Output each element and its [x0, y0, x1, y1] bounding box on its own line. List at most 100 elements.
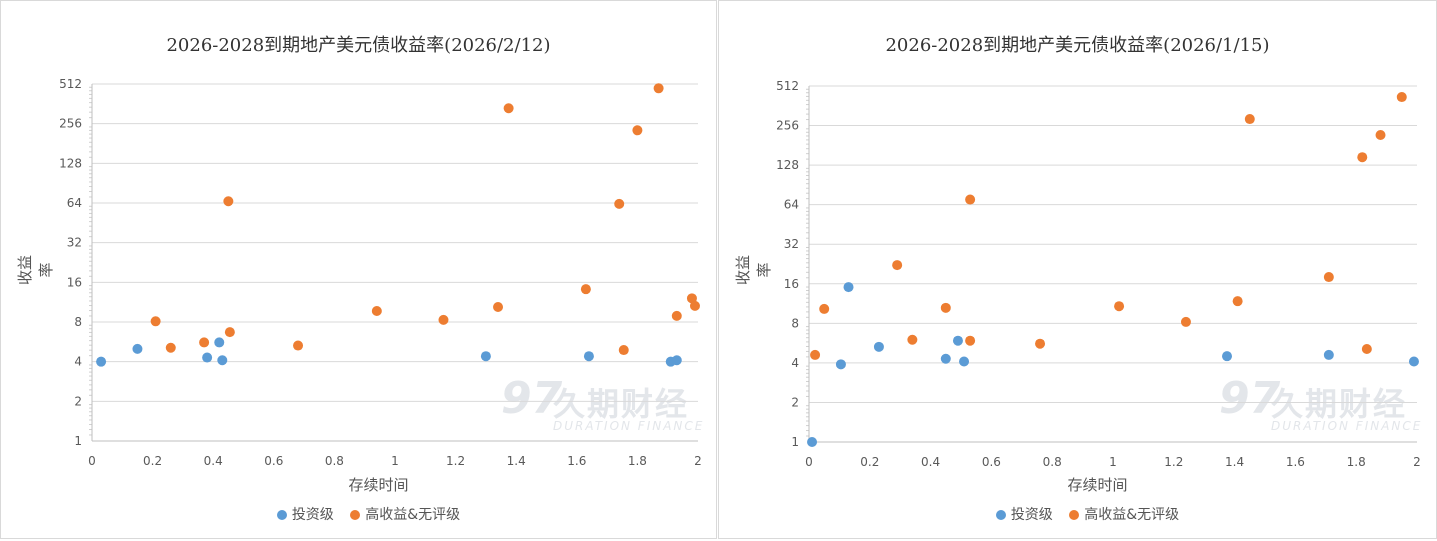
y-tick-label: 4	[791, 356, 799, 370]
y-tick-label: 32	[784, 237, 799, 251]
data-point-investment-grade	[217, 355, 228, 366]
y-tick-label: 16	[67, 275, 82, 289]
y-tick-label: 32	[67, 236, 82, 250]
data-point-high-yield	[892, 260, 903, 271]
data-point-investment-grade	[952, 335, 963, 346]
x-tick-label: 0.8	[325, 454, 344, 468]
x-tick-label: 1.4	[1225, 455, 1244, 469]
data-point-investment-grade	[202, 352, 213, 363]
data-point-high-yield	[1035, 338, 1046, 349]
data-point-investment-grade	[835, 359, 846, 370]
data-point-high-yield	[1323, 272, 1334, 283]
x-tick-label: 1.6	[1286, 455, 1305, 469]
y-tick-label: 8	[74, 315, 82, 329]
data-point-high-yield	[819, 303, 830, 314]
data-point-high-yield	[1361, 344, 1372, 355]
data-point-investment-grade	[873, 341, 884, 352]
chart-title: 2026-2028到期地产美元债收益率(2026/2/12)	[166, 35, 551, 56]
y-tick-label: 512	[59, 77, 82, 91]
data-point-high-yield	[371, 305, 382, 316]
legend-marker	[350, 510, 361, 520]
data-point-investment-grade	[480, 351, 491, 362]
y-tick-label: 2	[791, 395, 799, 409]
data-point-high-yield	[438, 314, 449, 325]
data-point-high-yield	[1244, 114, 1255, 125]
data-point-high-yield	[1114, 301, 1125, 312]
data-point-high-yield	[1232, 296, 1243, 307]
y-tick-label: 2	[74, 394, 82, 408]
data-point-high-yield	[150, 316, 161, 327]
x-tick-label: 1	[1109, 455, 1117, 469]
y-tick-label: 1	[791, 435, 799, 449]
legend: 投资级 高收益&无评级	[719, 504, 1436, 524]
data-point-high-yield	[940, 302, 951, 313]
x-tick-label: 0.4	[921, 455, 940, 469]
y-tick-label: 512	[776, 79, 799, 93]
data-point-high-yield	[293, 340, 304, 351]
data-point-high-yield	[1180, 316, 1191, 327]
legend-label: 投资级	[1010, 507, 1053, 523]
data-point-high-yield	[632, 125, 643, 136]
data-point-investment-grade	[671, 355, 682, 366]
legend-marker	[1069, 510, 1080, 520]
x-tick-label: 0	[805, 455, 813, 469]
data-point-high-yield	[1357, 152, 1368, 163]
y-axis-label: 收益率	[734, 255, 773, 286]
data-point-high-yield	[1396, 92, 1407, 103]
x-tick-label: 0.2	[143, 454, 162, 468]
legend-label: 高收益&无评级	[1084, 507, 1180, 523]
data-point-high-yield	[224, 327, 235, 338]
data-point-high-yield	[165, 342, 176, 353]
data-point-high-yield	[965, 194, 976, 205]
x-tick-label: 1.6	[567, 454, 586, 468]
data-point-high-yield	[493, 301, 504, 312]
data-point-investment-grade	[214, 337, 225, 348]
x-tick-label: 0.6	[264, 454, 283, 468]
legend-marker	[276, 510, 287, 520]
data-point-high-yield	[671, 310, 682, 321]
x-tick-label: 1.8	[1347, 455, 1366, 469]
y-tick-label: 16	[784, 277, 799, 291]
data-point-high-yield	[686, 293, 697, 304]
x-tick-label: 2	[694, 454, 702, 468]
data-point-investment-grade	[583, 351, 594, 362]
y-tick-label: 64	[67, 196, 82, 210]
scatter-plot: 1 2 4 8 16 32 64 128 256 512 0 0.2 0.4 0.6 0.8 1 1.2 1.4 1…	[59, 77, 702, 468]
data-point-investment-grade	[96, 356, 107, 367]
legend-label: 高收益&无评级	[365, 507, 461, 523]
x-tick-label: 1.4	[507, 454, 526, 468]
y-axis-label: 收益率	[16, 255, 55, 286]
x-axis-label: 存续时间	[348, 476, 409, 494]
x-tick-label: 0	[88, 454, 96, 468]
x-tick-label: 0.4	[204, 454, 223, 468]
data-point-investment-grade	[843, 282, 854, 293]
data-point-investment-grade	[132, 343, 143, 354]
x-tick-label: 1	[391, 454, 399, 468]
data-point-investment-grade	[807, 437, 818, 447]
y-tick-label: 8	[791, 316, 799, 330]
legend-marker	[995, 510, 1006, 520]
data-point-high-yield	[618, 345, 629, 356]
chart-panel-jan: 2026-2028到期地产美元债收益率(2026/1/15) 97 久期财经 DUR…	[718, 0, 1437, 539]
x-axis-label: 存续时间	[1067, 476, 1128, 494]
x-tick-label: 0.2	[860, 455, 879, 469]
data-point-high-yield	[689, 300, 700, 311]
data-point-investment-grade	[1323, 349, 1334, 360]
data-point-investment-grade	[940, 353, 951, 364]
legend-item-high-yield: 高收益&无评级	[1069, 507, 1179, 523]
data-point-investment-grade	[1408, 356, 1419, 367]
y-tick-label: 128	[776, 158, 799, 172]
x-tick-label: 2	[1413, 455, 1421, 469]
chart-title: 2026-2028到期地产美元债收益率(2026/1/15)	[885, 35, 1270, 56]
data-point-high-yield	[965, 335, 976, 346]
x-tick-label: 0.6	[982, 455, 1001, 469]
data-point-investment-grade	[959, 356, 970, 367]
data-point-high-yield	[580, 284, 591, 295]
y-tick-label: 256	[59, 117, 82, 131]
legend-item-investment-grade: 投资级	[995, 507, 1053, 523]
x-tick-label: 1.2	[1164, 455, 1183, 469]
legend-item-investment-grade: 投资级	[276, 507, 334, 523]
data-point-high-yield	[503, 103, 514, 114]
x-tick-label: 1.2	[446, 454, 465, 468]
data-point-high-yield	[614, 198, 625, 209]
